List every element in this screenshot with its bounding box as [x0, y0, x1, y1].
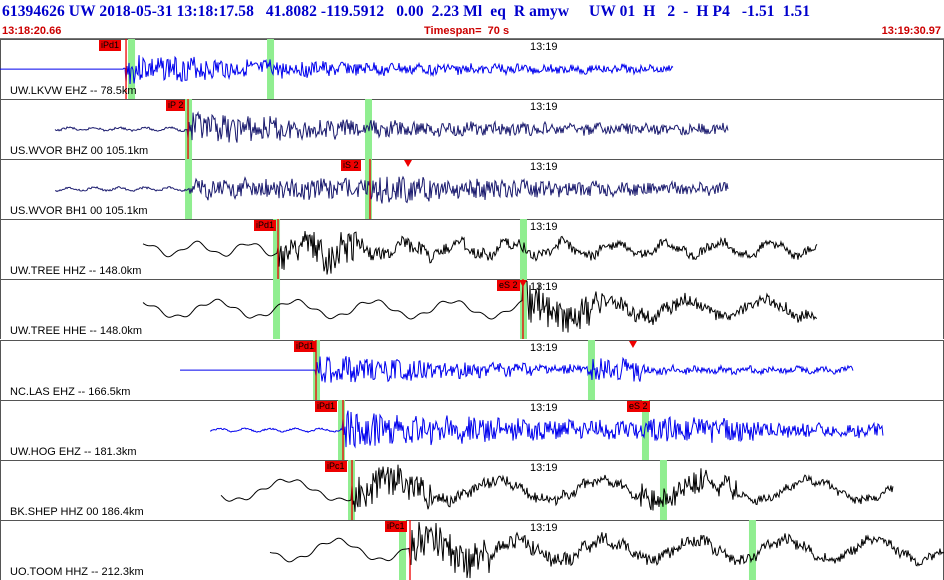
waveform-trace[interactable] — [209, 410, 884, 449]
waveform-wvor-bhz[interactable] — [0, 99, 944, 160]
arrival-marker — [628, 340, 637, 348]
time-tick-label: 13:19 — [530, 281, 558, 294]
s-pick-label[interactable]: eS 2 — [627, 400, 650, 412]
s-pick-label[interactable]: iS 2 — [341, 160, 361, 172]
event-title: 61394626 UW 2018-05-31 13:18:17.58 41.80… — [2, 3, 811, 20]
channel-label: BK.SHEP HHZ 00 186.4km — [10, 505, 144, 518]
p-pick-label[interactable]: iPd1 — [99, 40, 122, 51]
waveform-trace[interactable] — [55, 175, 729, 204]
channel-label: NC.LAS EHZ -- 166.5km — [10, 385, 131, 398]
pick-window-marker — [128, 39, 136, 100]
waveform-las[interactable] — [0, 339, 944, 400]
channel-label: UW.TREE HHE -- 148.0km — [10, 325, 143, 338]
channel-label: UW.TREE HHZ -- 148.0km — [10, 265, 142, 278]
time-tick-label: 13:19 — [530, 341, 558, 354]
trace-panel-toom[interactable]: 13:19 iPc1 UO.TOOM HHZ -- 212.3km — [0, 519, 944, 580]
channel-label: US.WVOR BH1 00 105.1km — [10, 205, 148, 218]
p-pick-label[interactable]: iPd1 — [294, 340, 317, 352]
trace-panel-wvor-bh1[interactable]: 13:19 iS 2 US.WVOR BH1 00 105.1km — [0, 159, 944, 220]
waveform-trace[interactable] — [54, 111, 729, 143]
waveform-toom[interactable] — [0, 519, 944, 580]
timespan-label: Timespan= 70 s — [424, 25, 510, 37]
pick-window-marker — [641, 399, 649, 460]
pick-window-marker — [273, 279, 281, 340]
end-time: 13:19:30.97 — [881, 25, 941, 37]
waveform-trace[interactable] — [142, 231, 818, 275]
time-tick-label: 13:19 — [530, 521, 558, 534]
trace-panel-lkvw[interactable]: 13:19 iPd1 UW.LKVW EHZ -- 78.5km — [0, 39, 944, 100]
time-tick-label: 13:19 — [530, 101, 558, 114]
time-tick-label: 13:19 — [530, 401, 558, 414]
waveform-wvor-bh1[interactable] — [0, 159, 944, 220]
p-pick-label[interactable]: iP 2 — [166, 100, 186, 112]
waveform-trace[interactable] — [269, 521, 944, 578]
channel-label: UW.HOG EHZ -- 181.3km — [10, 445, 137, 458]
p-pick-label[interactable]: iPd1 — [315, 400, 338, 412]
pick-window-marker — [273, 219, 281, 280]
event-header: 61394626 UW 2018-05-31 13:18:17.58 41.80… — [0, 0, 944, 38]
channel-label: UW.LKVW EHZ -- 78.5km — [10, 85, 137, 98]
p-pick-label[interactable]: iPc1 — [385, 520, 407, 532]
channel-label: US.WVOR BHZ 00 105.1km — [10, 145, 149, 158]
trace-panel-tree-hhz[interactable]: 13:19 iPd1 UW.TREE HHZ -- 148.0km — [0, 219, 944, 280]
waveform-trace[interactable] — [220, 464, 894, 512]
time-tick-label: 13:19 — [530, 221, 558, 234]
trace-panel-tree-hhe[interactable]: 13:19 eS 2 UW.TREE HHE -- 148.0km — [0, 279, 944, 340]
arrival-marker — [518, 280, 527, 288]
seismogram-panels[interactable]: 13:19 iPd1 UW.LKVW EHZ -- 78.5km 13:19 i… — [0, 39, 944, 580]
trace-panel-wvor-bhz[interactable]: 13:19 iP 2 US.WVOR BHZ 00 105.1km — [0, 99, 944, 160]
waveform-tree-hhe[interactable] — [0, 279, 944, 340]
pick-window-marker — [365, 159, 373, 220]
trace-panel-las[interactable]: 13:19 iPd1 NC.LAS EHZ -- 166.5km — [0, 339, 944, 400]
header-divider — [0, 38, 944, 39]
waveform-tree-hhz[interactable] — [0, 219, 944, 280]
time-tick-label: 13:19 — [530, 161, 558, 174]
s-pick-label[interactable]: eS 2 — [497, 280, 520, 292]
pick-window-marker — [267, 39, 275, 100]
p-pick-label[interactable]: iPd1 — [254, 220, 277, 232]
waveform-trace[interactable] — [142, 280, 818, 333]
time-tick-label: 13:19 — [530, 41, 558, 53]
waveform-trace[interactable] — [180, 355, 854, 383]
waveform-trace[interactable] — [0, 55, 674, 85]
pick-window-marker — [748, 519, 756, 580]
p-pick-label[interactable]: iPc1 — [325, 460, 347, 472]
pick-window-marker — [338, 399, 346, 460]
waveform-hog[interactable] — [0, 399, 944, 460]
waveform-lkvw[interactable] — [0, 39, 944, 100]
trace-panel-hog[interactable]: 13:19 iPd1 eS 2 UW.HOG EHZ -- 181.3km — [0, 399, 944, 460]
channel-label: UO.TOOM HHZ -- 212.3km — [10, 565, 144, 578]
trace-panel-shep[interactable]: 13:19 iPc1 BK.SHEP HHZ 00 186.4km — [0, 459, 944, 520]
time-tick-label: 13:19 — [530, 461, 558, 474]
waveform-shep[interactable] — [0, 459, 944, 520]
start-time: 13:18:20.66 — [2, 25, 62, 37]
arrival-marker — [404, 160, 413, 168]
